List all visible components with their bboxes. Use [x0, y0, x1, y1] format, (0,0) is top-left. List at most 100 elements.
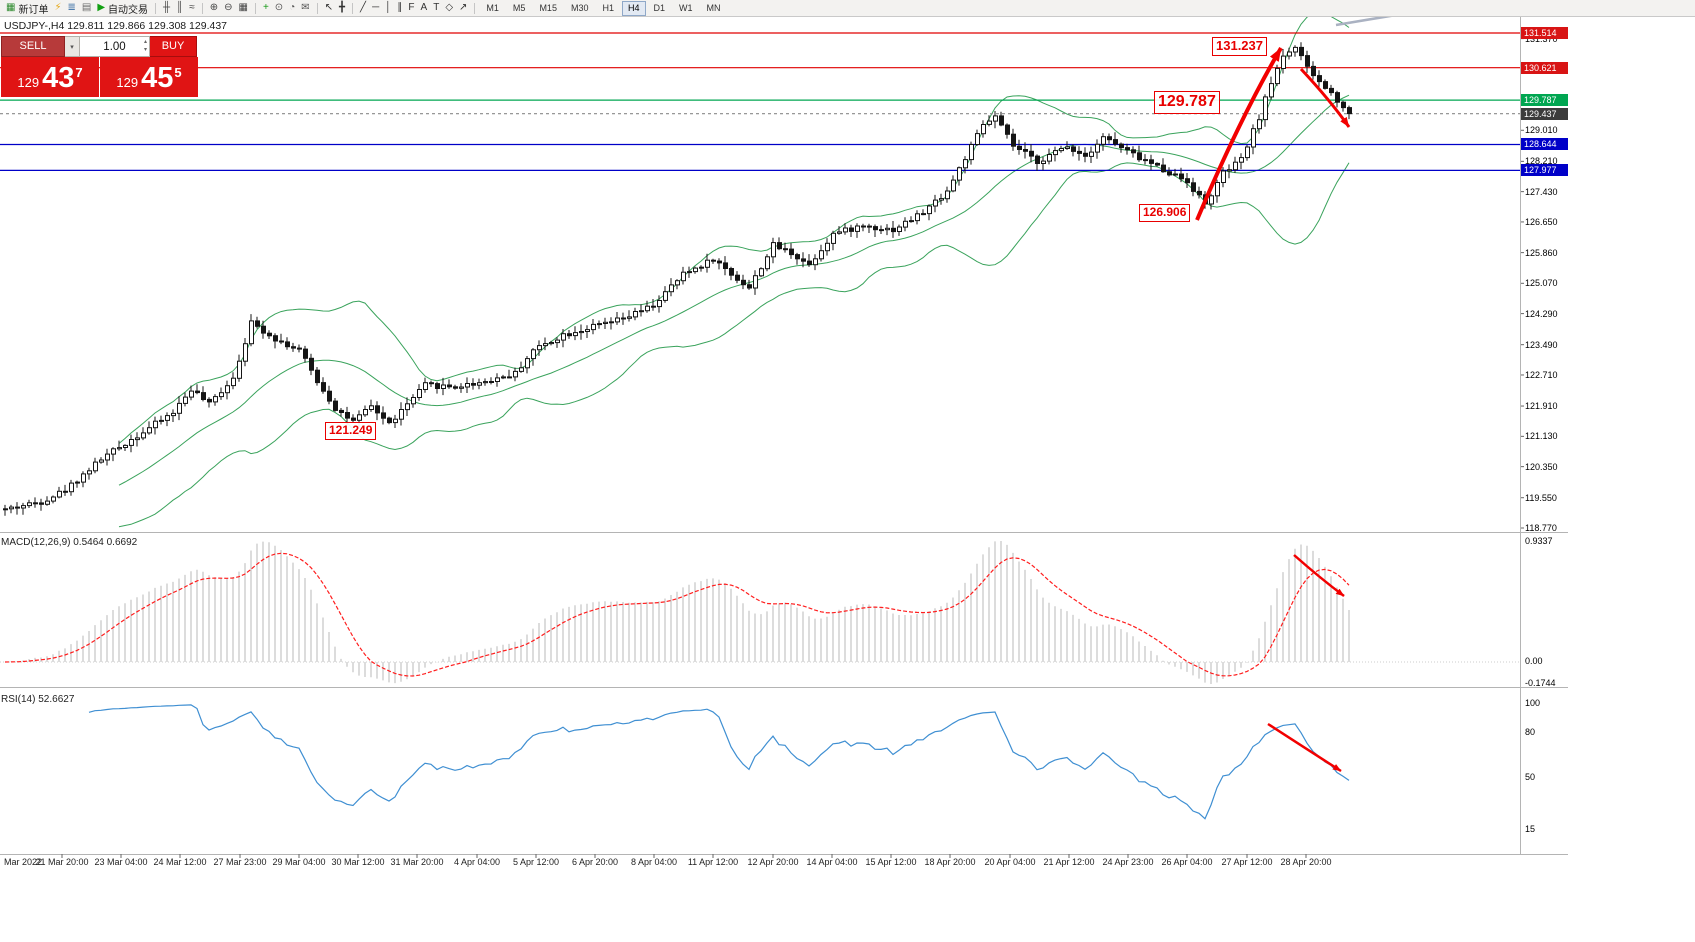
one-click-trading-widget: SELL 1.00 BUY 129 43 7 129 45 5: [1, 36, 198, 97]
time-label-18: 21 Apr 12:00: [1043, 857, 1095, 867]
bollinger-bands: [118, 12, 1350, 528]
price-tick-122.710: 122.710: [1525, 370, 1558, 380]
timeframe-D1[interactable]: D1: [648, 1, 672, 16]
volume-dropdown-button[interactable]: [65, 36, 80, 57]
rsi-axis-100: 100: [1525, 698, 1541, 708]
price-callout-126.906[interactable]: 126.906: [1139, 204, 1191, 222]
zoom-out-icon[interactable]: ⊖: [221, 1, 235, 16]
spinner-up-icon[interactable]: [144, 38, 147, 46]
text-icon-glyph: A: [420, 2, 428, 13]
arrows-icon[interactable]: ↗: [456, 1, 470, 16]
new-chart-icon-glyph: +: [262, 2, 269, 13]
price-callout-129.787[interactable]: 129.787: [1154, 91, 1220, 114]
timeframe-M1[interactable]: M1: [480, 1, 505, 16]
line-chart-icon[interactable]: ≈: [186, 1, 198, 16]
rsi-axis-15: 15: [1525, 824, 1536, 834]
price-tick-119.550: 119.550: [1525, 493, 1557, 503]
timeframe-MN[interactable]: MN: [701, 1, 727, 16]
macd-indicator-label: MACD(12,26,9) 0.5464 0.6692: [1, 537, 138, 548]
crosshair-icon[interactable]: ╋: [336, 1, 348, 16]
lightning-icon[interactable]: ⚡: [51, 1, 64, 16]
bollinger-upper-band[interactable]: [118, 12, 1350, 444]
profiles-icon-glyph: ▤: [81, 2, 92, 13]
label-icon[interactable]: T: [430, 1, 442, 16]
tile-windows-icon[interactable]: ▦: [236, 1, 251, 16]
timeframe-M5[interactable]: M5: [507, 1, 532, 16]
clock-icon[interactable]: ◔: [286, 1, 298, 16]
candles-layer: [3, 42, 1352, 516]
rsi-line[interactable]: [88, 704, 1350, 820]
time-label-13: 12 Apr 20:00: [747, 857, 799, 867]
fibonacci-icon[interactable]: F: [405, 1, 417, 16]
time-label-9: 5 Apr 12:00: [512, 857, 560, 867]
label-icon-glyph: T: [433, 2, 440, 13]
macd-axis--0.1744: -0.1744: [1525, 678, 1556, 688]
spinner-down-icon[interactable]: [144, 46, 147, 54]
sell-price-display[interactable]: 129 43 7: [1, 57, 99, 97]
price-tick-125.860: 125.860: [1525, 248, 1558, 258]
price-tick-120.350: 120.350: [1525, 462, 1558, 472]
market-depth-icon[interactable]: ≣: [64, 1, 78, 16]
axis-lines-layer: [0, 17, 1568, 858]
zoom-in-icon[interactable]: ⊕: [207, 1, 221, 16]
price-down-arrow[interactable]: [1299, 67, 1351, 128]
price-callout-121.249[interactable]: 121.249: [325, 422, 377, 440]
macd-down-arrow[interactable]: [1293, 554, 1345, 597]
macd-signal-line[interactable]: [4, 552, 1350, 677]
horizontal-line-icon[interactable]: ─: [369, 1, 382, 16]
sell-button[interactable]: SELL: [1, 36, 65, 57]
rsi-down-arrow[interactable]: [1267, 722, 1342, 773]
volume-value: 1.00: [103, 40, 126, 53]
time-label-0: Mar 2022: [4, 857, 43, 867]
horizontal-line-icon-glyph: ─: [372, 2, 380, 13]
buy-price-display[interactable]: 129 45 5: [100, 57, 198, 97]
auto-trading-button[interactable]: ▶ 自动交易: [94, 1, 151, 16]
time-label-15: 15 Apr 12:00: [865, 857, 917, 867]
new-chart-icon[interactable]: +: [260, 1, 272, 16]
price-tick-123.490: 123.490: [1525, 340, 1558, 350]
price-tick-121.130: 121.130: [1525, 431, 1558, 441]
channel-icon[interactable]: ∥: [394, 1, 405, 16]
chart-ohlc-header: USDJPY-,H4 129.811 129.866 129.308 129.4…: [4, 20, 228, 32]
sell-price-pip: 7: [75, 65, 83, 80]
vertical-line-icon-glyph: │: [385, 2, 392, 13]
sell-price-prefix: 129: [17, 75, 40, 90]
cursor-icon[interactable]: ↖: [322, 1, 336, 16]
chart-cycle-icon[interactable]: ⊙: [272, 1, 286, 16]
volume-spinner[interactable]: [144, 38, 147, 54]
price-tick-127.430: 127.430: [1525, 187, 1558, 197]
candlestick-chart-icon[interactable]: ║: [173, 1, 186, 16]
timeframe-W1[interactable]: W1: [673, 1, 699, 16]
price-flag-131.514: 131.514: [1521, 27, 1568, 39]
shapes-icon[interactable]: ◇: [442, 1, 456, 16]
bollinger-lower-band[interactable]: [118, 162, 1350, 528]
time-label-19: 24 Apr 23:00: [1102, 857, 1154, 867]
timeframe-M30[interactable]: M30: [565, 1, 595, 16]
price-flag-127.977: 127.977: [1521, 164, 1568, 176]
price-callout-131.237[interactable]: 131.237: [1212, 37, 1267, 56]
trendline-icon[interactable]: ╱: [357, 1, 369, 16]
text-icon[interactable]: A: [418, 1, 431, 16]
timeframe-H1[interactable]: H1: [596, 1, 620, 16]
volume-input[interactable]: 1.00: [80, 36, 150, 57]
rsi-layer: [88, 704, 1350, 820]
bollinger-middle-band[interactable]: [118, 94, 1350, 486]
profiles-icon[interactable]: ▤: [79, 1, 94, 16]
rsi-axis-80: 80: [1525, 727, 1536, 737]
trend-up-arrow[interactable]: [1195, 46, 1283, 221]
time-label-1: 21 Mar 20:00: [35, 857, 89, 867]
vertical-line-icon[interactable]: │: [382, 1, 394, 16]
buy-button[interactable]: BUY: [150, 36, 197, 57]
time-label-8: 4 Apr 04:00: [453, 857, 501, 867]
price-tick-121.910: 121.910: [1525, 401, 1558, 411]
timeframe-H4[interactable]: H4: [621, 0, 646, 16]
time-label-17: 20 Apr 04:00: [984, 857, 1036, 867]
timeframe-M15[interactable]: M15: [533, 1, 563, 16]
sell-price-main: 43: [42, 62, 75, 94]
buy-price-pip: 5: [174, 65, 182, 80]
bar-chart-icon[interactable]: ╫: [160, 1, 173, 16]
mail-icon[interactable]: ✉: [298, 1, 312, 16]
rsi-indicator-label: RSI(14) 52.6627: [1, 694, 75, 705]
new-order-button[interactable]: ▦ 新订单: [3, 1, 51, 16]
